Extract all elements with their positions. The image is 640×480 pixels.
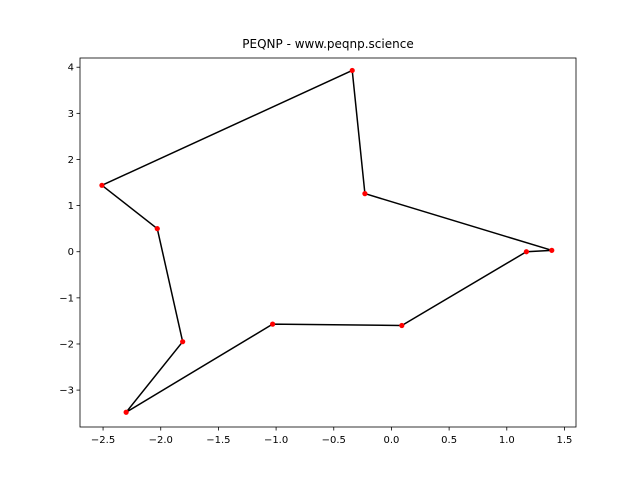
x-tick-label: −1.0 (264, 435, 288, 446)
data-point (523, 249, 530, 255)
data-point (549, 247, 555, 253)
x-axis: −2.5 −2.0 −1.5 −1.0 −0.5 0.0 0.5 1.0 1.5 (91, 427, 572, 446)
y-tick-label: −3 (59, 386, 74, 397)
data-point (180, 339, 186, 345)
x-tick-label: −2.5 (91, 435, 115, 446)
x-tick-label: −1.5 (206, 435, 230, 446)
data-point (270, 321, 276, 327)
x-tick-label: 1.0 (499, 435, 515, 446)
chart-title: PEQNP - www.peqnp.science (242, 37, 413, 51)
data-point (349, 67, 355, 74)
y-tick-label: 4 (68, 63, 74, 74)
marker-layer (99, 67, 555, 415)
x-tick-label: 0.0 (383, 435, 399, 446)
data-point (99, 182, 105, 188)
data-point (399, 322, 405, 329)
x-tick-label: −0.5 (322, 435, 346, 446)
y-tick-label: 1 (68, 201, 74, 212)
y-tick-label: 2 (68, 155, 74, 166)
y-axis: −3 −2 −1 0 1 2 3 4 (59, 63, 80, 397)
y-tick-label: −2 (59, 339, 74, 350)
plot-frame (79, 57, 577, 428)
x-tick-label: 0.5 (441, 435, 457, 446)
data-point (123, 409, 129, 415)
x-tick-label: −2.0 (149, 435, 173, 446)
y-tick-label: −1 (59, 293, 74, 304)
y-tick-label: 3 (68, 109, 74, 120)
data-point (362, 191, 368, 197)
y-tick-label: 0 (68, 247, 74, 258)
data-point (154, 226, 160, 232)
x-tick-label: 1.5 (557, 435, 573, 446)
